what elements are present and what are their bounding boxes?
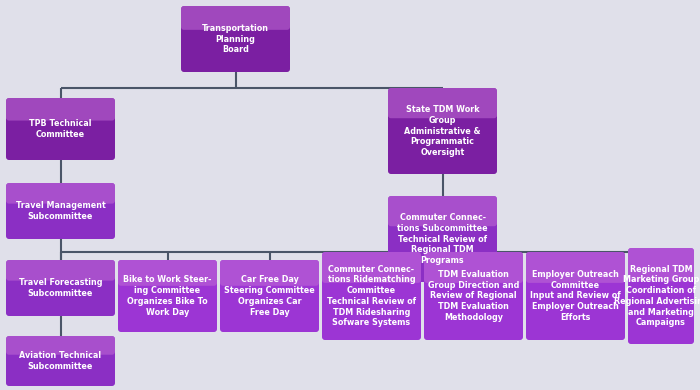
FancyBboxPatch shape — [322, 252, 421, 283]
FancyBboxPatch shape — [388, 88, 497, 174]
Text: Commuter Connec-
tions Subcommittee
Technical Review of
Regional TDM
Programs: Commuter Connec- tions Subcommittee Tech… — [397, 213, 488, 265]
FancyBboxPatch shape — [388, 196, 497, 282]
FancyBboxPatch shape — [220, 260, 319, 286]
FancyBboxPatch shape — [6, 260, 115, 281]
FancyBboxPatch shape — [181, 6, 290, 72]
Text: Car Free Day
Steering Committee
Organizes Car
Free Day: Car Free Day Steering Committee Organize… — [224, 275, 315, 317]
FancyBboxPatch shape — [628, 248, 694, 344]
Text: Travel Management
Subcommittee: Travel Management Subcommittee — [15, 201, 106, 221]
Text: Aviation Technical
Subcommittee: Aviation Technical Subcommittee — [20, 351, 102, 371]
FancyBboxPatch shape — [220, 260, 319, 332]
FancyBboxPatch shape — [6, 183, 115, 239]
Text: Bike to Work Steer-
ing Committee
Organizes Bike To
Work Day: Bike to Work Steer- ing Committee Organi… — [123, 275, 211, 317]
FancyBboxPatch shape — [118, 260, 217, 332]
Text: Travel Forecasting
Subcommittee: Travel Forecasting Subcommittee — [19, 278, 102, 298]
FancyBboxPatch shape — [526, 252, 625, 283]
FancyBboxPatch shape — [6, 260, 115, 316]
FancyBboxPatch shape — [118, 260, 217, 286]
FancyBboxPatch shape — [388, 196, 497, 226]
Text: State TDM Work
Group
Administrative &
Programmatic
Oversight: State TDM Work Group Administrative & Pr… — [405, 105, 481, 157]
Text: Transportation
Planning
Board: Transportation Planning Board — [202, 24, 269, 54]
FancyBboxPatch shape — [6, 336, 115, 386]
Text: Commuter Connec-
tions Ridematching
Committee
Technical Review of
TDM Ridesharin: Commuter Connec- tions Ridematching Comm… — [327, 265, 416, 327]
FancyBboxPatch shape — [388, 88, 497, 118]
FancyBboxPatch shape — [6, 183, 115, 204]
Text: TDM Evaluation
Group Direction and
Review of Regional
TDM Evaluation
Methodology: TDM Evaluation Group Direction and Revie… — [428, 270, 519, 322]
FancyBboxPatch shape — [424, 252, 523, 340]
FancyBboxPatch shape — [181, 6, 290, 30]
Text: Employer Outreach
Committee
Input and Review of
Employer Outreach
Efforts: Employer Outreach Committee Input and Re… — [530, 270, 621, 322]
FancyBboxPatch shape — [526, 252, 625, 340]
FancyBboxPatch shape — [6, 98, 115, 160]
FancyBboxPatch shape — [628, 248, 694, 282]
FancyBboxPatch shape — [424, 252, 523, 283]
Text: Regional TDM
Marketing Group
Coordination of
Regional Advertising
and Marketing
: Regional TDM Marketing Group Coordinatio… — [614, 265, 700, 327]
FancyBboxPatch shape — [6, 336, 115, 355]
FancyBboxPatch shape — [322, 252, 421, 340]
Text: TPB Technical
Committee: TPB Technical Committee — [29, 119, 92, 139]
FancyBboxPatch shape — [6, 98, 115, 121]
